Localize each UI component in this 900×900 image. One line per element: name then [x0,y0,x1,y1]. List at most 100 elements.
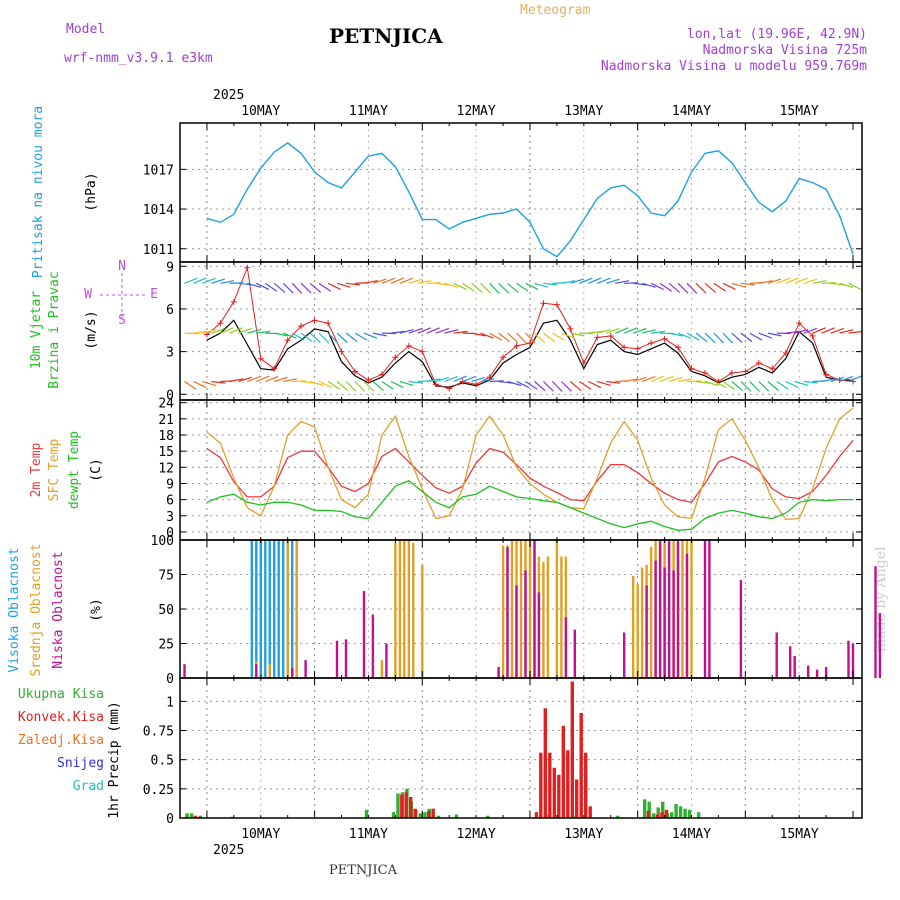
wind-arrow [336,332,348,344]
cloud-bar [295,540,298,678]
cloud-bar [789,646,792,678]
gust-marker [378,371,385,378]
wind-arrow [758,332,773,339]
cloud-bar [555,540,559,678]
cloud-bar [380,660,384,678]
wind-arrow [659,375,674,383]
precip-bar [413,808,417,818]
gust-marker [419,348,426,355]
wind-arrow [606,278,620,284]
y-tick-label: 1011 [143,243,174,258]
temp-line-1 [206,407,854,521]
cloud-bar [640,567,644,678]
temp-ylabel: (C) [89,458,104,481]
wind-arrow [668,282,681,293]
gust-marker [230,298,237,305]
temp-label-2m: 2m Temp [29,442,44,497]
wind-arrow [632,327,647,334]
panel-frame-4 [179,677,863,819]
wind-arrow [641,329,656,334]
wind-arrow [713,380,727,389]
wind-arrow [534,381,546,392]
panel-grid-1 [206,262,800,400]
wind-arrow [309,282,322,293]
gust-marker [257,355,264,362]
wind-arrow [193,277,207,284]
precip-bar [557,774,561,818]
wind-arrow [606,380,621,384]
cloud-label-mid: Srednja Oblacnost [29,543,44,676]
y-tick-label: 9 [166,477,174,492]
precip-bar [391,812,396,818]
gust-marker [540,300,547,307]
cloud-bar [255,664,258,678]
cloud-bar [371,614,375,678]
precip-bar [566,750,570,818]
precip-ylabel: 1hr Precip (mm) [107,701,122,818]
wind-arrow [327,282,341,290]
cloud-ylabel: (%) [89,598,104,621]
gust-marker [742,368,749,375]
wind-arrow [507,282,519,293]
wind-arrow [569,381,582,392]
wind-arrow [543,332,555,343]
y-tick-label: 25 [158,638,174,653]
cloud-bar [775,632,778,678]
wind-arrow [767,381,779,391]
wind-arrow [812,280,827,284]
precip-bar [647,801,651,818]
wind-arrow [435,376,450,383]
wind-arrow [668,332,683,337]
day-label-top: 12MAY [457,104,496,119]
wind-arrow [220,280,235,284]
wind-arrow [372,278,387,284]
gust-marker [473,381,480,388]
gust-marker [701,369,708,376]
wind-arrow [354,381,366,392]
wind-arrow [229,378,244,383]
wind-arrow [794,277,808,284]
cloud-bar [649,546,653,678]
wind-arrow [300,332,313,343]
year-top: 2025 [213,88,244,103]
wind-arrow [704,282,716,293]
panel-frame-0 [179,122,863,263]
wind-arrow [803,380,818,384]
wind-arrow [839,282,854,288]
cloud-bar [524,570,527,678]
compass-w: W [84,287,92,302]
gust-marker [688,365,695,372]
y-tick-label: 0 [166,672,174,687]
wind-arrow [614,327,629,334]
cloud-bar [528,540,532,678]
day-label-bottom: 12MAY [457,827,496,842]
precip-bar [674,804,678,818]
wind-arrow [722,332,734,344]
wind-arrow [606,327,620,334]
precip-bar [643,799,647,818]
wind-arrow [256,282,270,290]
wind-arrow [830,327,845,334]
wind-arrow [390,330,405,334]
precip-bar [616,815,620,818]
wind-arrow [543,381,554,392]
y-tick-label: 0.75 [143,725,174,740]
pressure-ylabel: (hPa) [84,172,99,211]
precip-bar [683,808,687,818]
wind-arrow [839,375,853,383]
precip-bar [548,752,552,818]
compass-s: S [118,313,126,328]
day-label-bottom: 13MAY [564,827,603,842]
precip-bar [418,813,423,818]
wind-arrow [758,381,770,392]
elevation-label: Nadmorska Visina 725m [703,43,868,58]
precip-bar [661,801,665,818]
wind-arrow [471,332,486,337]
wind-arrow [570,332,585,337]
precip-bar [539,752,543,818]
precip-bar [646,811,651,818]
wind-arrow [695,332,708,343]
cloud-bar [407,540,410,678]
wind-arrow [417,280,432,284]
cloud-bar [344,639,348,678]
